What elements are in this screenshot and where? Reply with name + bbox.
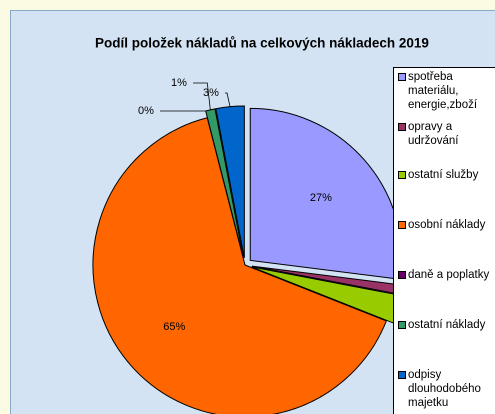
data-label: 0%: [138, 105, 154, 117]
legend-label: opravy a udržování: [408, 121, 459, 147]
legend-swatch: [398, 271, 406, 279]
pie-slice: [92, 117, 387, 414]
legend-label: odpisy dlouhodobého majetku: [408, 369, 481, 409]
legend-label: spotřeba materiálu, energie,zboží: [408, 71, 478, 111]
legend-item: opravy a udržování: [398, 120, 494, 148]
legend-item: ostatní náklady: [398, 318, 494, 332]
legend-swatch: [398, 171, 406, 179]
legend: spotřeba materiálu, energie,zboží opravy …: [393, 67, 495, 414]
leader-line: [225, 92, 231, 107]
leader-line: [193, 82, 211, 110]
data-label: 27%: [310, 192, 332, 204]
legend-swatch: [398, 321, 406, 329]
data-label: 1%: [171, 77, 187, 89]
legend-swatch: [398, 371, 406, 379]
legend-swatch: [398, 123, 406, 131]
data-label: 3%: [203, 87, 219, 99]
legend-item: odpisy dlouhodobého majetku: [398, 368, 494, 410]
legend-swatch: [398, 221, 406, 229]
legend-item: spotřeba materiálu, energie,zboží: [398, 70, 494, 112]
legend-label: ostatní náklady: [408, 319, 486, 331]
legend-label: osobní náklady: [408, 219, 486, 231]
legend-item: daně a poplatky: [398, 268, 494, 282]
data-label: 65%: [163, 321, 185, 333]
legend-item: ostatní služby: [398, 168, 494, 182]
chart-title: Podíl položek nákladů na celkových nákla…: [95, 36, 429, 51]
legend-label: ostatní služby: [408, 169, 479, 181]
pie-slice: [205, 108, 244, 259]
legend-item: osobní náklady: [398, 218, 494, 232]
legend-label: daně a poplatky: [408, 269, 490, 281]
legend-swatch: [398, 73, 406, 81]
